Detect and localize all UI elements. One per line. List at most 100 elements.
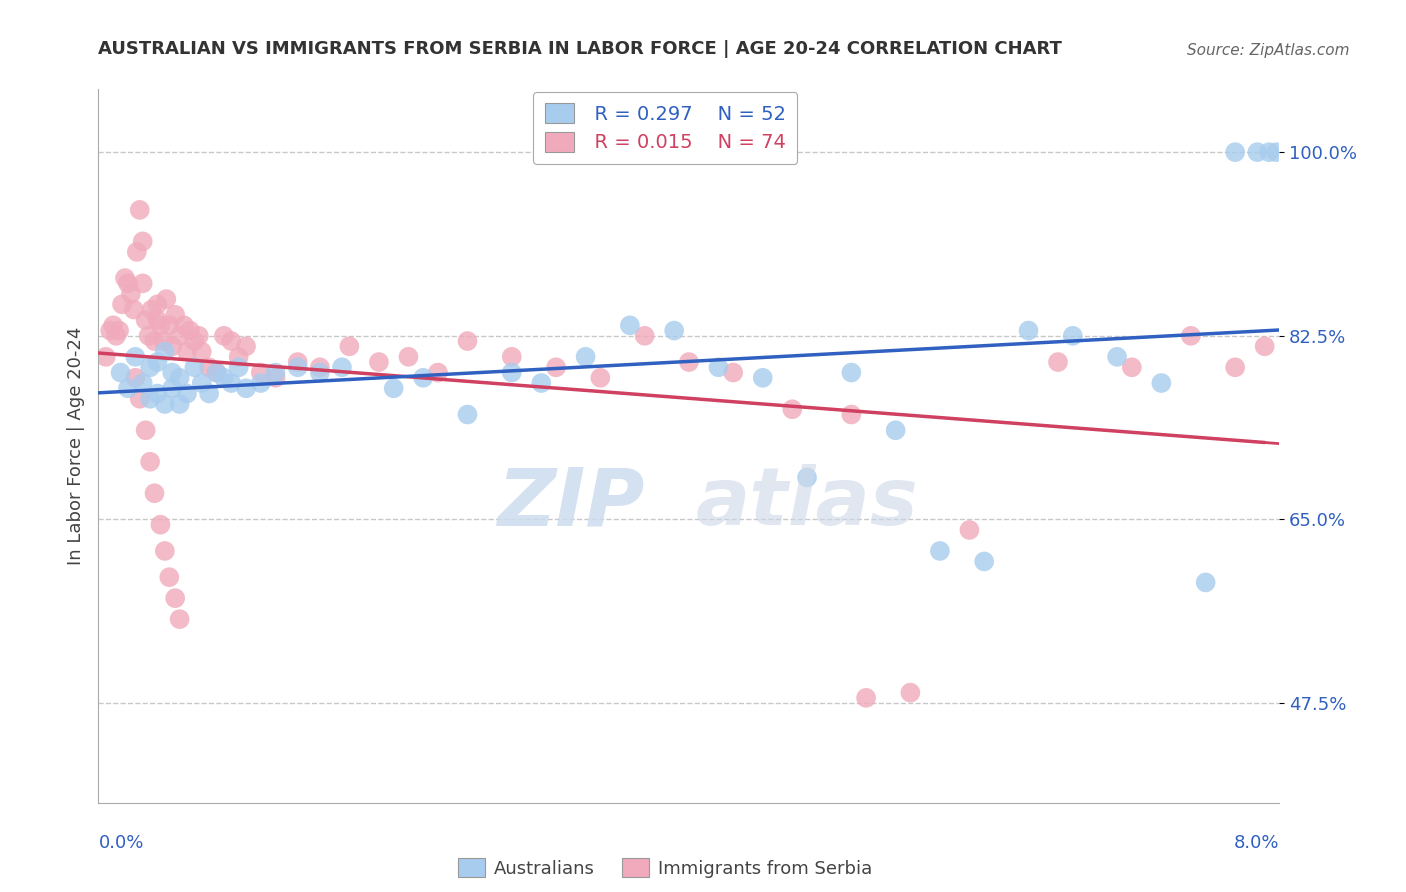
Point [111,297,134,311]
Point [165,308,187,322]
Point [1254,339,1277,353]
Point [1150,376,1173,390]
Point [132,277,155,291]
Point [169,371,191,385]
Point [633,328,655,343]
Text: AUSTRALIAN VS IMMIGRANTS FROM SERBIA IN LABOR FORCE | AGE 20-24 CORRELATION CHAR: AUSTRALIAN VS IMMIGRANTS FROM SERBIA IN … [98,40,1063,58]
Point [589,371,612,385]
Point [143,486,166,500]
Point [183,334,205,348]
Point [250,366,273,380]
Text: atlas: atlas [696,464,918,542]
Point [544,360,567,375]
Point [110,366,132,380]
Point [157,318,180,333]
Point [120,286,142,301]
Point [751,371,773,385]
Point [198,360,221,375]
Point [1121,360,1143,375]
Point [1105,350,1128,364]
Point [574,350,596,364]
Point [128,202,150,217]
Point [139,455,162,469]
Text: 8.0%: 8.0% [1234,834,1279,852]
Point [721,366,744,380]
Point [855,690,877,705]
Point [169,328,191,343]
Point [162,339,183,353]
Point [155,292,177,306]
Point [839,408,862,422]
Point [162,366,183,380]
Point [132,376,155,390]
Point [190,344,214,359]
Point [367,355,389,369]
Point [959,523,981,537]
Point [287,355,309,369]
Point [501,350,523,364]
Point [1223,145,1246,160]
Point [141,302,163,317]
Point [183,360,205,375]
Legend: Australians, Immigrants from Serbia: Australians, Immigrants from Serbia [449,849,882,887]
Point [219,376,242,390]
Point [1194,575,1216,590]
Point [162,381,183,395]
Point [117,381,139,395]
Point [530,376,553,390]
Point [146,355,169,369]
Point [250,376,273,390]
Point [1258,145,1281,160]
Point [105,328,128,343]
Text: ZIP: ZIP [498,464,644,542]
Point [1223,360,1246,375]
Point [1265,145,1288,160]
Point [707,360,730,375]
Point [117,277,139,291]
Point [132,235,155,249]
Point [884,423,907,437]
Point [165,591,187,606]
Point [796,470,818,484]
Point [135,313,157,327]
Point [235,339,257,353]
Point [124,350,146,364]
Point [153,397,176,411]
Point [264,366,287,380]
Point [138,328,160,343]
Point [153,344,176,359]
Point [235,381,257,395]
Point [122,302,145,317]
Point [124,371,146,385]
Point [169,612,191,626]
Point [173,318,195,333]
Point [308,366,332,380]
Point [149,318,172,333]
Y-axis label: In Labor Force | Age 20-24: In Labor Force | Age 20-24 [66,326,84,566]
Point [205,366,228,380]
Point [501,366,523,380]
Point [176,344,198,359]
Point [308,360,332,375]
Point [98,324,121,338]
Point [139,392,162,406]
Point [149,517,172,532]
Point [125,244,148,259]
Point [619,318,641,333]
Point [678,355,700,369]
Point [198,386,221,401]
Point [157,570,180,584]
Point [152,334,174,348]
Point [205,366,228,380]
Point [973,554,995,568]
Point [179,324,201,338]
Point [456,408,478,422]
Point [114,271,136,285]
Point [219,334,242,348]
Point [928,544,950,558]
Point [1180,328,1202,343]
Point [782,402,804,417]
Point [128,392,150,406]
Point [146,386,169,401]
Point [1017,324,1039,338]
